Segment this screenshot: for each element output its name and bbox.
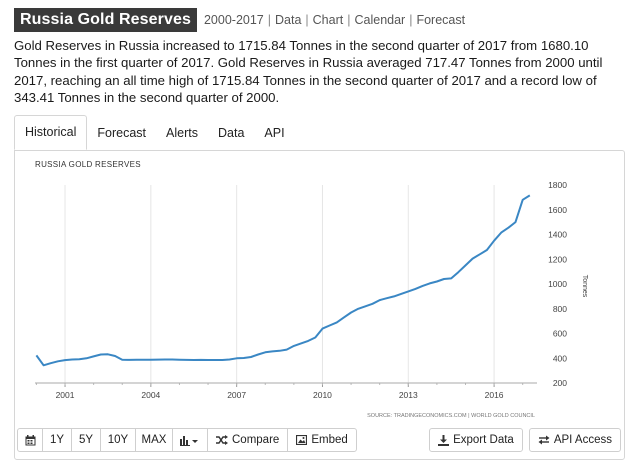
series-line [35,194,531,367]
separator: | [409,13,413,27]
series-layer [35,194,531,367]
export-label: Export Data [453,434,514,446]
shuffle-icon [216,435,228,445]
bar-chart-dropdown-icon [180,435,198,446]
tab-forecast[interactable]: Forecast [97,126,147,140]
summary-text: Gold Reserves in Russia increased to 171… [14,38,603,105]
period-label: 2000-2017 [203,13,264,27]
tick-layer: 2001 2004 2007 2010 2013 2016 200 400 600 800 1000… [35,180,567,400]
api-label: API Access [553,434,612,446]
embed-label: Embed [311,434,348,446]
tab-alerts[interactable]: Alerts [166,126,198,140]
y-tick-label: 1400 [548,230,567,240]
range-1y-button[interactable]: 1Y [42,428,72,452]
chart-title: RUSSIA GOLD RESERVES [35,160,141,169]
download-icon [438,434,450,446]
y-tick-label: 200 [553,378,567,388]
y-tick-label: 600 [553,329,567,339]
exchange-icon [538,435,550,445]
compare-button[interactable]: Compare [207,428,289,452]
export-data-button[interactable]: Export Data [429,428,523,452]
link-chart[interactable]: Chart [312,13,344,27]
api-access-button[interactable]: API Access [528,428,621,452]
y-tick-label: 1800 [548,180,567,190]
y-tick-label: 1200 [548,254,567,264]
y-tick-label: 400 [553,353,567,363]
range-max-button[interactable]: MAX [135,428,173,452]
y-tick-label: 1600 [548,205,567,215]
separator: | [347,13,351,27]
tab-bar: Historical Forecast Alerts Data API [14,115,626,150]
x-tick-label: 2004 [141,390,160,400]
tab-api[interactable]: API [264,126,285,140]
line-chart: RUSSIA GOLD RESERVES SOURCE: TRADINGECON… [35,160,588,419]
x-tick-label: 2007 [227,390,246,400]
range-5y-button[interactable]: 5Y [71,428,101,452]
x-tick-label: 2013 [399,390,418,400]
compare-label: Compare [232,434,280,446]
x-tick-label: 2001 [56,390,75,400]
chart-toolbar-right: Export Data API Access [429,428,621,452]
page-header: Russia Gold Reserves 2000-2017 | Data | … [14,8,465,32]
chart-source: SOURCE: TRADINGECONOMICS.COM | WORLD GOL… [367,413,535,419]
calendar-icon [25,434,35,445]
x-tick-label: 2016 [485,390,504,400]
tab-data[interactable]: Data [218,126,245,140]
separator: | [267,13,271,27]
header-nav: 2000-2017 | Data | Chart | Calendar | Fo… [204,13,465,27]
tab-historical[interactable]: Historical [14,115,88,150]
image-icon [296,435,308,445]
y-tick-label: 1000 [548,279,567,289]
page-title: Russia Gold Reserves [14,8,197,32]
chart-panel [14,150,625,460]
grid-layer [64,185,495,383]
x-tick-label: 2010 [313,390,332,400]
y-axis-label: Tonnes [581,275,588,298]
range-10y-button[interactable]: 10Y [100,428,136,452]
embed-button[interactable]: Embed [287,428,357,452]
chart-toolbar: 1Y 5Y 10Y MAX Compare [17,428,357,452]
link-forecast[interactable]: Forecast [416,13,466,27]
link-data[interactable]: Data [275,13,302,27]
separator: | [305,13,309,27]
chart-type-button[interactable] [172,428,208,452]
y-tick-label: 800 [553,304,567,314]
link-calendar[interactable]: Calendar [354,13,406,27]
calendar-button[interactable] [17,428,43,452]
